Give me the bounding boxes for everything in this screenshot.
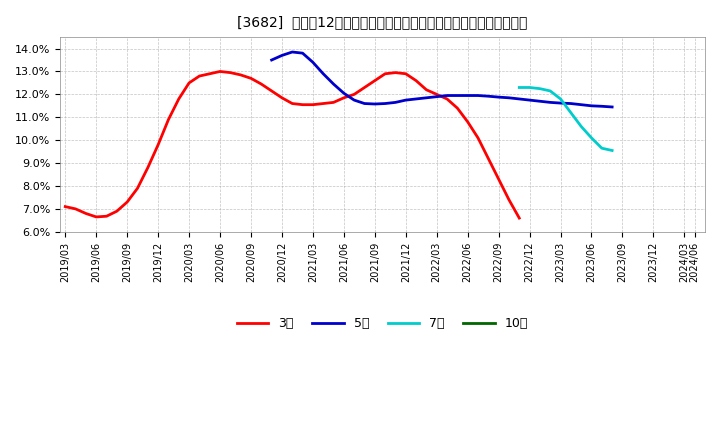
Line: 3年: 3年 (66, 71, 519, 218)
5年 (608, 104, 616, 110)
Line: 7年: 7年 (519, 88, 612, 150)
3年 (226, 70, 235, 75)
Legend: 3年, 5年, 7年, 10年: 3年, 5年, 7年, 10年 (232, 312, 533, 335)
3年 (443, 96, 451, 102)
Title: [3682]  売上高12か月移動合計の対前年同期増減率の標準偏差の推移: [3682] 売上高12か月移動合計の対前年同期増減率の標準偏差の推移 (238, 15, 528, 29)
7年 (608, 148, 616, 153)
Line: 5年: 5年 (271, 52, 612, 107)
5年 (443, 93, 451, 98)
3年 (112, 209, 121, 214)
3年 (61, 204, 70, 209)
3年 (371, 78, 379, 83)
3年 (185, 80, 194, 85)
